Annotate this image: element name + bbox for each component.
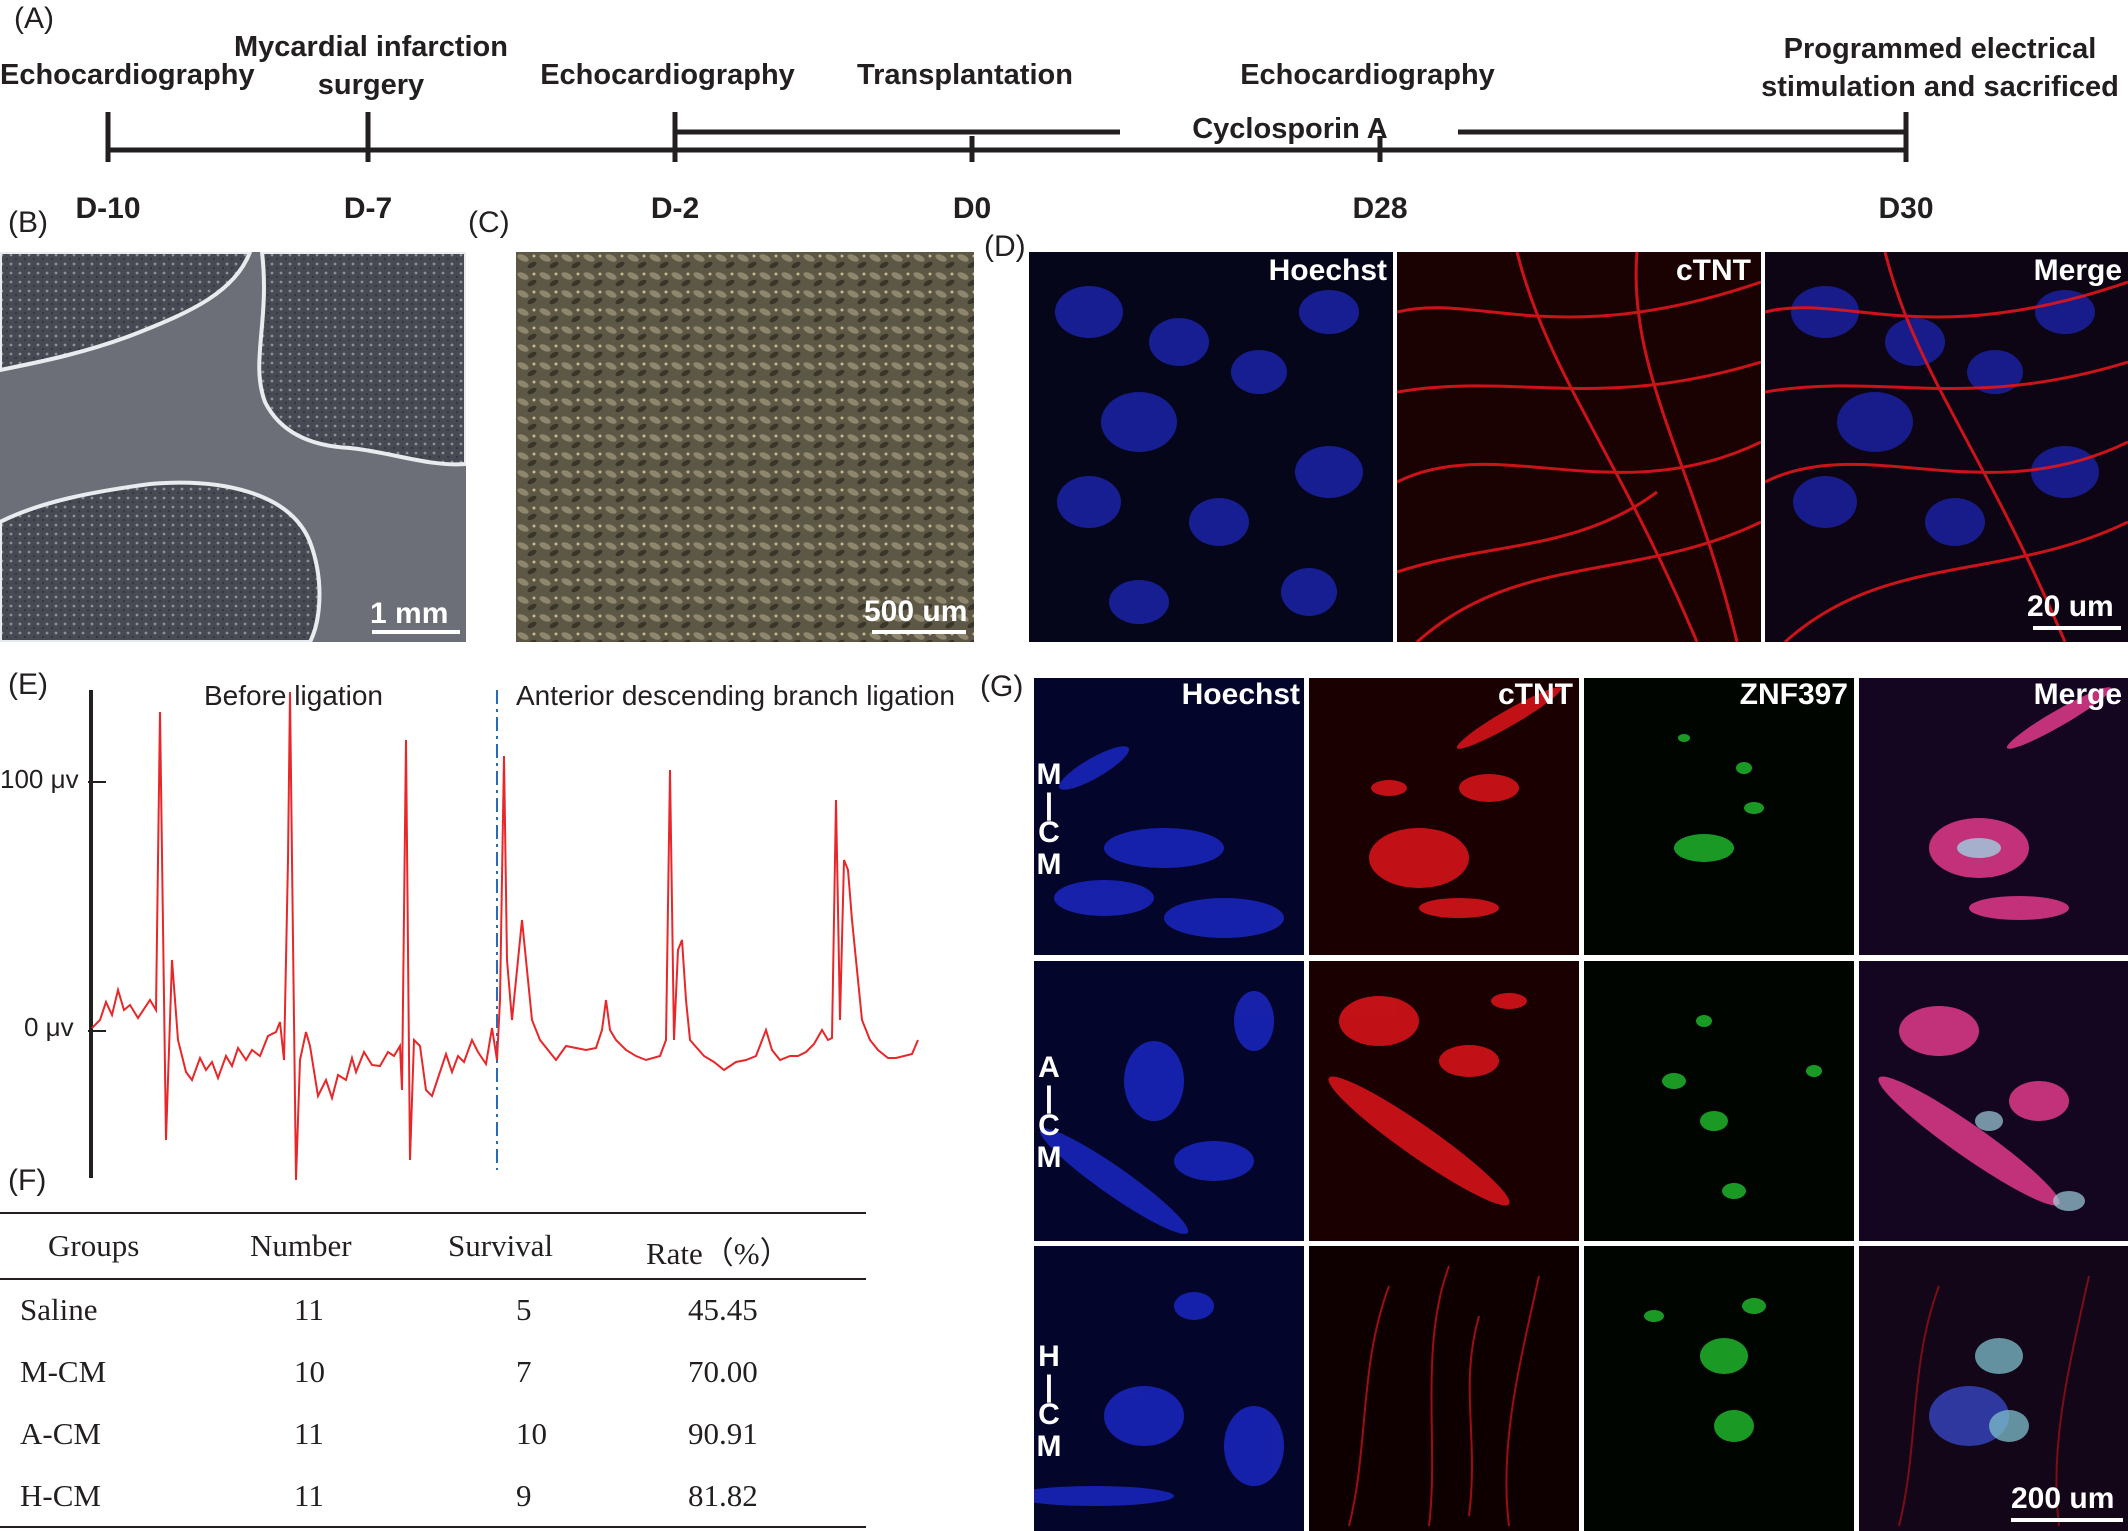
g-row-label-m2: M [1036,848,1062,881]
timeline-event-echo-2: Echocardiography [540,59,795,91]
table-cell-number: 11 [294,1416,324,1451]
survival-table: Groups Number Survival Rate（%） Saline 11… [0,1208,870,1531]
panel-label-e: (E) [8,668,48,701]
colony-micrograph: 1 mm [0,252,466,642]
g-channel-merge: Merge [2033,678,2122,711]
table-header-number: Number [250,1228,352,1263]
table-header-groups: Groups [48,1228,140,1263]
table-cell-number: 10 [294,1354,325,1389]
table-cell-rate: 70.00 [688,1354,758,1389]
g-row-label-c: C [1038,1398,1060,1431]
table-cell-survival: 7 [516,1354,532,1389]
panel-label-d: (D) [984,230,1026,263]
timeline-day-d0: D0 [952,192,992,225]
table-cell-rate: 45.45 [688,1292,758,1327]
g-mcm-znf397: ZNF397 [1584,678,1854,955]
table-cell-survival: 10 [516,1416,547,1451]
g-hcm-hoechst: H | C M [1034,1246,1304,1531]
g-hcm-merge: 200 um [1859,1246,2128,1531]
timeline-event-echo-1: Echocardiography [0,59,255,91]
table-cell-survival: 5 [516,1292,532,1327]
g-row-label-h: H [1038,1340,1060,1373]
g-row-label-c: C [1038,816,1060,849]
timeline-drug-label: Cyclosporin A [1192,113,1388,145]
g-row-label-m: M [1036,758,1062,791]
g-row-label-bar: | [1044,788,1054,821]
timeline-day-d-2: D-2 [650,192,700,225]
g-mcm-ctnt: cTNT [1309,678,1579,955]
g-acm-ctnt [1309,961,1579,1241]
timeline-day-d-10: D-10 [75,192,141,225]
table-cell-group: Saline [20,1292,98,1327]
g-row-label-bar: | [1044,1081,1054,1114]
ecg-label-after: Anterior descending branch ligation [516,680,955,711]
d-ctnt-image: cTNT [1397,252,1761,642]
scale-bar-c [872,630,966,634]
d-channel-hoechst: Hoechst [1268,254,1387,287]
ecg-label-before: Before ligation [204,680,384,711]
scale-bar-b [372,630,460,634]
table-cell-number: 11 [294,1478,324,1513]
g-hcm-znf397 [1584,1246,1854,1531]
g-acm-merge [1859,961,2128,1241]
d-channel-merge: Merge [2033,254,2122,287]
table-cell-rate: 81.82 [688,1478,758,1513]
g-row-label-m: M [1036,1141,1062,1174]
d-hoechst-image: Hoechst [1029,252,1393,642]
ecg-trace [91,691,919,1180]
cardiomyocyte-micrograph: 500 um [516,252,974,642]
scale-label-d: 20 um [2027,590,2114,623]
d-merge-image: Merge 20 um [1765,252,2128,642]
scale-bar-g [2011,1518,2123,1522]
table-cell-group: M-CM [20,1354,107,1389]
table-rule-header [0,1278,866,1280]
g-mcm-hoechst: Hoechst M | C M [1034,678,1304,955]
panel-label-b: (B) [8,206,48,239]
panel-label-f: (F) [8,1164,47,1197]
timeline-day-d30: D30 [1878,192,1934,225]
table-header-rate: Rate（%） [646,1236,791,1271]
panel-label-a: (A) [14,2,54,35]
g-hcm-ctnt [1309,1246,1579,1531]
g-acm-znf397 [1584,961,1854,1241]
timeline-event-echo-3: Echocardiography [1240,59,1495,91]
scale-label-b: 1 mm [370,597,449,630]
ecg-ytick-0: 0 μv [24,1012,74,1042]
table-cell-rate: 90.91 [688,1416,758,1451]
g-row-label-a: A [1038,1051,1060,1084]
table-cell-group: A-CM [20,1416,101,1451]
timeline-axis [105,112,1909,162]
table-rule-bottom [0,1526,866,1528]
panel-label-c: (C) [468,206,510,239]
scale-label-g: 200 um [2011,1482,2115,1515]
g-mcm-merge: Merge [1859,678,2128,955]
timeline-event-final: Programmed electrical stimulation and sa… [1761,33,2119,103]
table-cell-number: 11 [294,1292,324,1327]
timeline-event-mi-surgery: Mycardial infarction surgery [234,31,508,101]
g-acm-hoechst: A | C M [1034,961,1304,1241]
table-cell-group: H-CM [20,1478,101,1513]
g-channel-ctnt: cTNT [1498,678,1573,711]
ecg-ytick-100: 100 μv [0,764,79,794]
g-row-label-c: C [1038,1109,1060,1142]
g-channel-znf397: ZNF397 [1739,678,1848,711]
timeline-day-d-7: D-7 [343,192,393,225]
g-row-label-m: M [1036,1430,1062,1463]
g-channel-hoechst: Hoechst [1181,678,1300,711]
scale-label-c: 500 um [864,595,968,628]
scale-bar-d [2033,626,2121,630]
ecg-plot [88,690,919,1180]
table-rule-top [0,1212,866,1214]
table-cell-survival: 9 [516,1478,532,1513]
timeline-day-d28: D28 [1352,192,1408,225]
panel-label-g: (G) [980,670,1024,703]
table-header-survival: Survival [448,1228,554,1263]
d-channel-ctnt: cTNT [1676,254,1751,287]
g-row-label-bar: | [1044,1370,1054,1403]
timeline-event-transplantation: Transplantation [857,59,1073,91]
